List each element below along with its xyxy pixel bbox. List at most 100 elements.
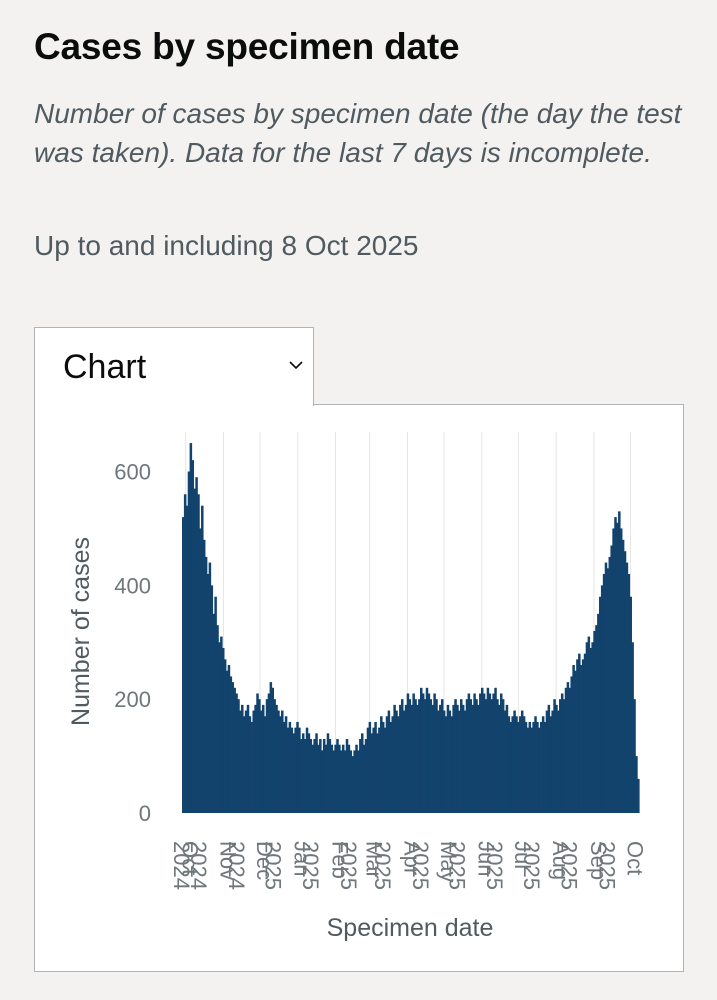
bar [597, 613, 600, 813]
bar [357, 750, 360, 813]
bar [448, 710, 452, 813]
bar [625, 562, 629, 813]
bar [214, 596, 217, 813]
x-tick-label: Nov [215, 841, 240, 880]
bar [600, 585, 604, 813]
bar [614, 517, 617, 813]
bar [317, 744, 320, 813]
bar [229, 676, 233, 813]
bar [282, 721, 286, 813]
bar [629, 596, 632, 813]
bar [326, 733, 330, 813]
view-selector-dropdown[interactable]: Chart [34, 327, 314, 406]
bar [182, 517, 185, 813]
bar [387, 710, 391, 813]
bar [606, 568, 610, 813]
bar [391, 716, 394, 813]
y-tick-label: 400 [114, 573, 151, 598]
bar [201, 505, 204, 813]
bar [519, 716, 522, 813]
bar [599, 596, 602, 813]
bar [286, 727, 290, 813]
bar [543, 721, 547, 813]
bar [408, 699, 412, 813]
bar [559, 699, 562, 813]
bar [402, 710, 406, 813]
bar [562, 699, 566, 813]
bar [284, 716, 288, 813]
bar [345, 739, 349, 813]
bar [616, 522, 619, 813]
bar [322, 739, 326, 813]
bar [440, 699, 444, 813]
bar [204, 556, 208, 813]
x-tick-label: 2025 [298, 841, 323, 890]
y-axis: 0 200 400 600 [114, 460, 151, 826]
bar [469, 699, 473, 813]
bar [576, 659, 579, 813]
bar [216, 625, 219, 813]
bar [263, 716, 267, 813]
x-tick-label: 2024 [224, 841, 249, 890]
bar [530, 727, 533, 813]
bar [541, 716, 545, 813]
bar [265, 699, 269, 813]
bar [341, 744, 345, 813]
bar [256, 693, 259, 813]
bar [185, 505, 189, 813]
bar [241, 704, 244, 813]
bar [467, 693, 471, 813]
bar [383, 727, 387, 813]
bar [604, 562, 608, 813]
bar [248, 716, 252, 813]
bar [406, 693, 410, 813]
bar [499, 693, 503, 813]
bar [189, 443, 193, 813]
bar [279, 716, 282, 813]
bar [202, 539, 206, 813]
y-tick-label: 200 [114, 687, 151, 712]
bar [397, 716, 400, 813]
x-tick-label: 2025 [557, 841, 582, 890]
bar [452, 704, 455, 813]
bar [480, 687, 484, 813]
bar [423, 699, 427, 813]
bar [267, 693, 271, 813]
bar [231, 682, 235, 813]
bar [633, 699, 636, 813]
bar [442, 710, 446, 813]
bar [368, 721, 372, 813]
bar [572, 665, 575, 813]
bar [349, 750, 353, 813]
bar [631, 642, 634, 813]
bar [370, 733, 374, 813]
bar [526, 727, 530, 813]
bar [410, 704, 414, 813]
bar [225, 670, 229, 813]
bar [187, 471, 191, 813]
bar [208, 562, 212, 813]
bar [460, 699, 463, 813]
bar [528, 721, 532, 813]
bar [400, 699, 404, 813]
bar [277, 710, 280, 813]
bar [330, 744, 334, 813]
bar [579, 665, 583, 813]
bar [242, 716, 246, 813]
bar [621, 539, 625, 813]
bar [273, 699, 276, 813]
x-tick-label: Feb [327, 841, 352, 879]
bar [538, 727, 541, 813]
bar [385, 716, 389, 813]
bar [343, 750, 347, 813]
bar [246, 704, 250, 813]
x-tick-label: 2025 [260, 841, 285, 890]
bar [195, 477, 198, 813]
bar [294, 727, 297, 813]
bar [446, 704, 450, 813]
bar [555, 704, 558, 813]
bar [637, 778, 640, 813]
bar [498, 704, 501, 813]
bar [261, 704, 265, 813]
bar [557, 710, 560, 813]
